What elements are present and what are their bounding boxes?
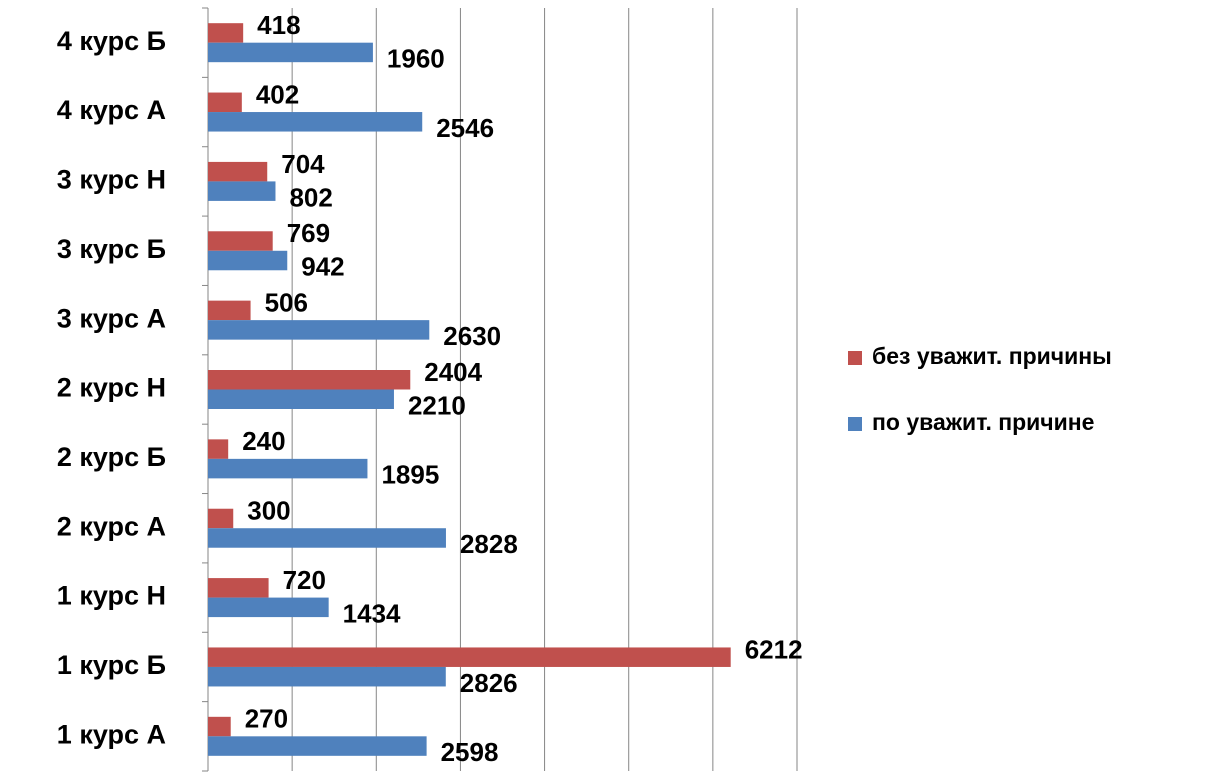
data-label: 704: [281, 149, 325, 179]
legend-swatch: [848, 351, 862, 365]
bar: [208, 716, 231, 737]
y-tick-label: 2 курс Б: [57, 442, 166, 472]
legend-label: по уважит. причине: [872, 409, 1094, 435]
bar: [208, 181, 276, 201]
bar: [208, 736, 427, 756]
data-label: 418: [257, 10, 300, 40]
bar: [208, 231, 273, 251]
data-label: 2598: [441, 737, 499, 767]
y-tick-label: 4 курс Б: [57, 26, 166, 56]
bar: [208, 250, 288, 271]
data-label: 2828: [460, 529, 518, 559]
bar: [208, 597, 329, 618]
data-label: 802: [289, 182, 332, 212]
legend-swatch: [848, 417, 862, 431]
data-label: 6212: [745, 634, 803, 664]
bar: [208, 578, 269, 598]
data-label: 270: [245, 704, 288, 734]
bar: [208, 300, 251, 321]
data-label: 300: [247, 496, 290, 526]
y-tick-label: 1 курс Б: [57, 650, 166, 680]
y-tick-label: 1 курс Н: [57, 581, 166, 611]
bar: [208, 42, 373, 63]
data-label: 2210: [408, 390, 466, 420]
bar: [208, 666, 446, 687]
data-label: 240: [242, 426, 285, 456]
bar: [208, 389, 394, 409]
bar: [208, 439, 229, 459]
bar: [208, 528, 446, 548]
data-label: 2630: [443, 321, 501, 351]
y-tick-label: 3 курс А: [57, 303, 166, 333]
data-label: 402: [256, 79, 299, 109]
bar: [208, 647, 731, 667]
y-tick-label: 3 курс Н: [57, 165, 166, 195]
data-label: 1895: [381, 460, 439, 490]
y-tick-label: 2 курс А: [57, 511, 166, 541]
bar: [208, 458, 368, 479]
data-label: 506: [265, 288, 308, 318]
data-label: 2546: [436, 113, 494, 143]
data-label: 2826: [460, 668, 518, 698]
bar: [208, 112, 423, 132]
data-label: 1960: [387, 44, 445, 74]
y-tick-label: 1 курс А: [57, 719, 166, 749]
bar: [208, 92, 242, 113]
bar: [208, 23, 244, 43]
y-tick-label: 4 курс А: [57, 95, 166, 125]
data-label: 2404: [424, 357, 482, 387]
y-tick-label: 2 курс Н: [57, 373, 166, 403]
data-label: 942: [301, 252, 344, 282]
bar: [208, 161, 268, 182]
data-label: 1434: [343, 598, 401, 628]
legend-label: без уважит. причины: [872, 343, 1112, 369]
data-label: 769: [287, 218, 330, 248]
y-tick-label: 3 курс Б: [57, 234, 166, 264]
bar: [208, 508, 234, 529]
bar: [208, 370, 411, 390]
data-label: 720: [283, 565, 326, 595]
bar: [208, 320, 430, 340]
